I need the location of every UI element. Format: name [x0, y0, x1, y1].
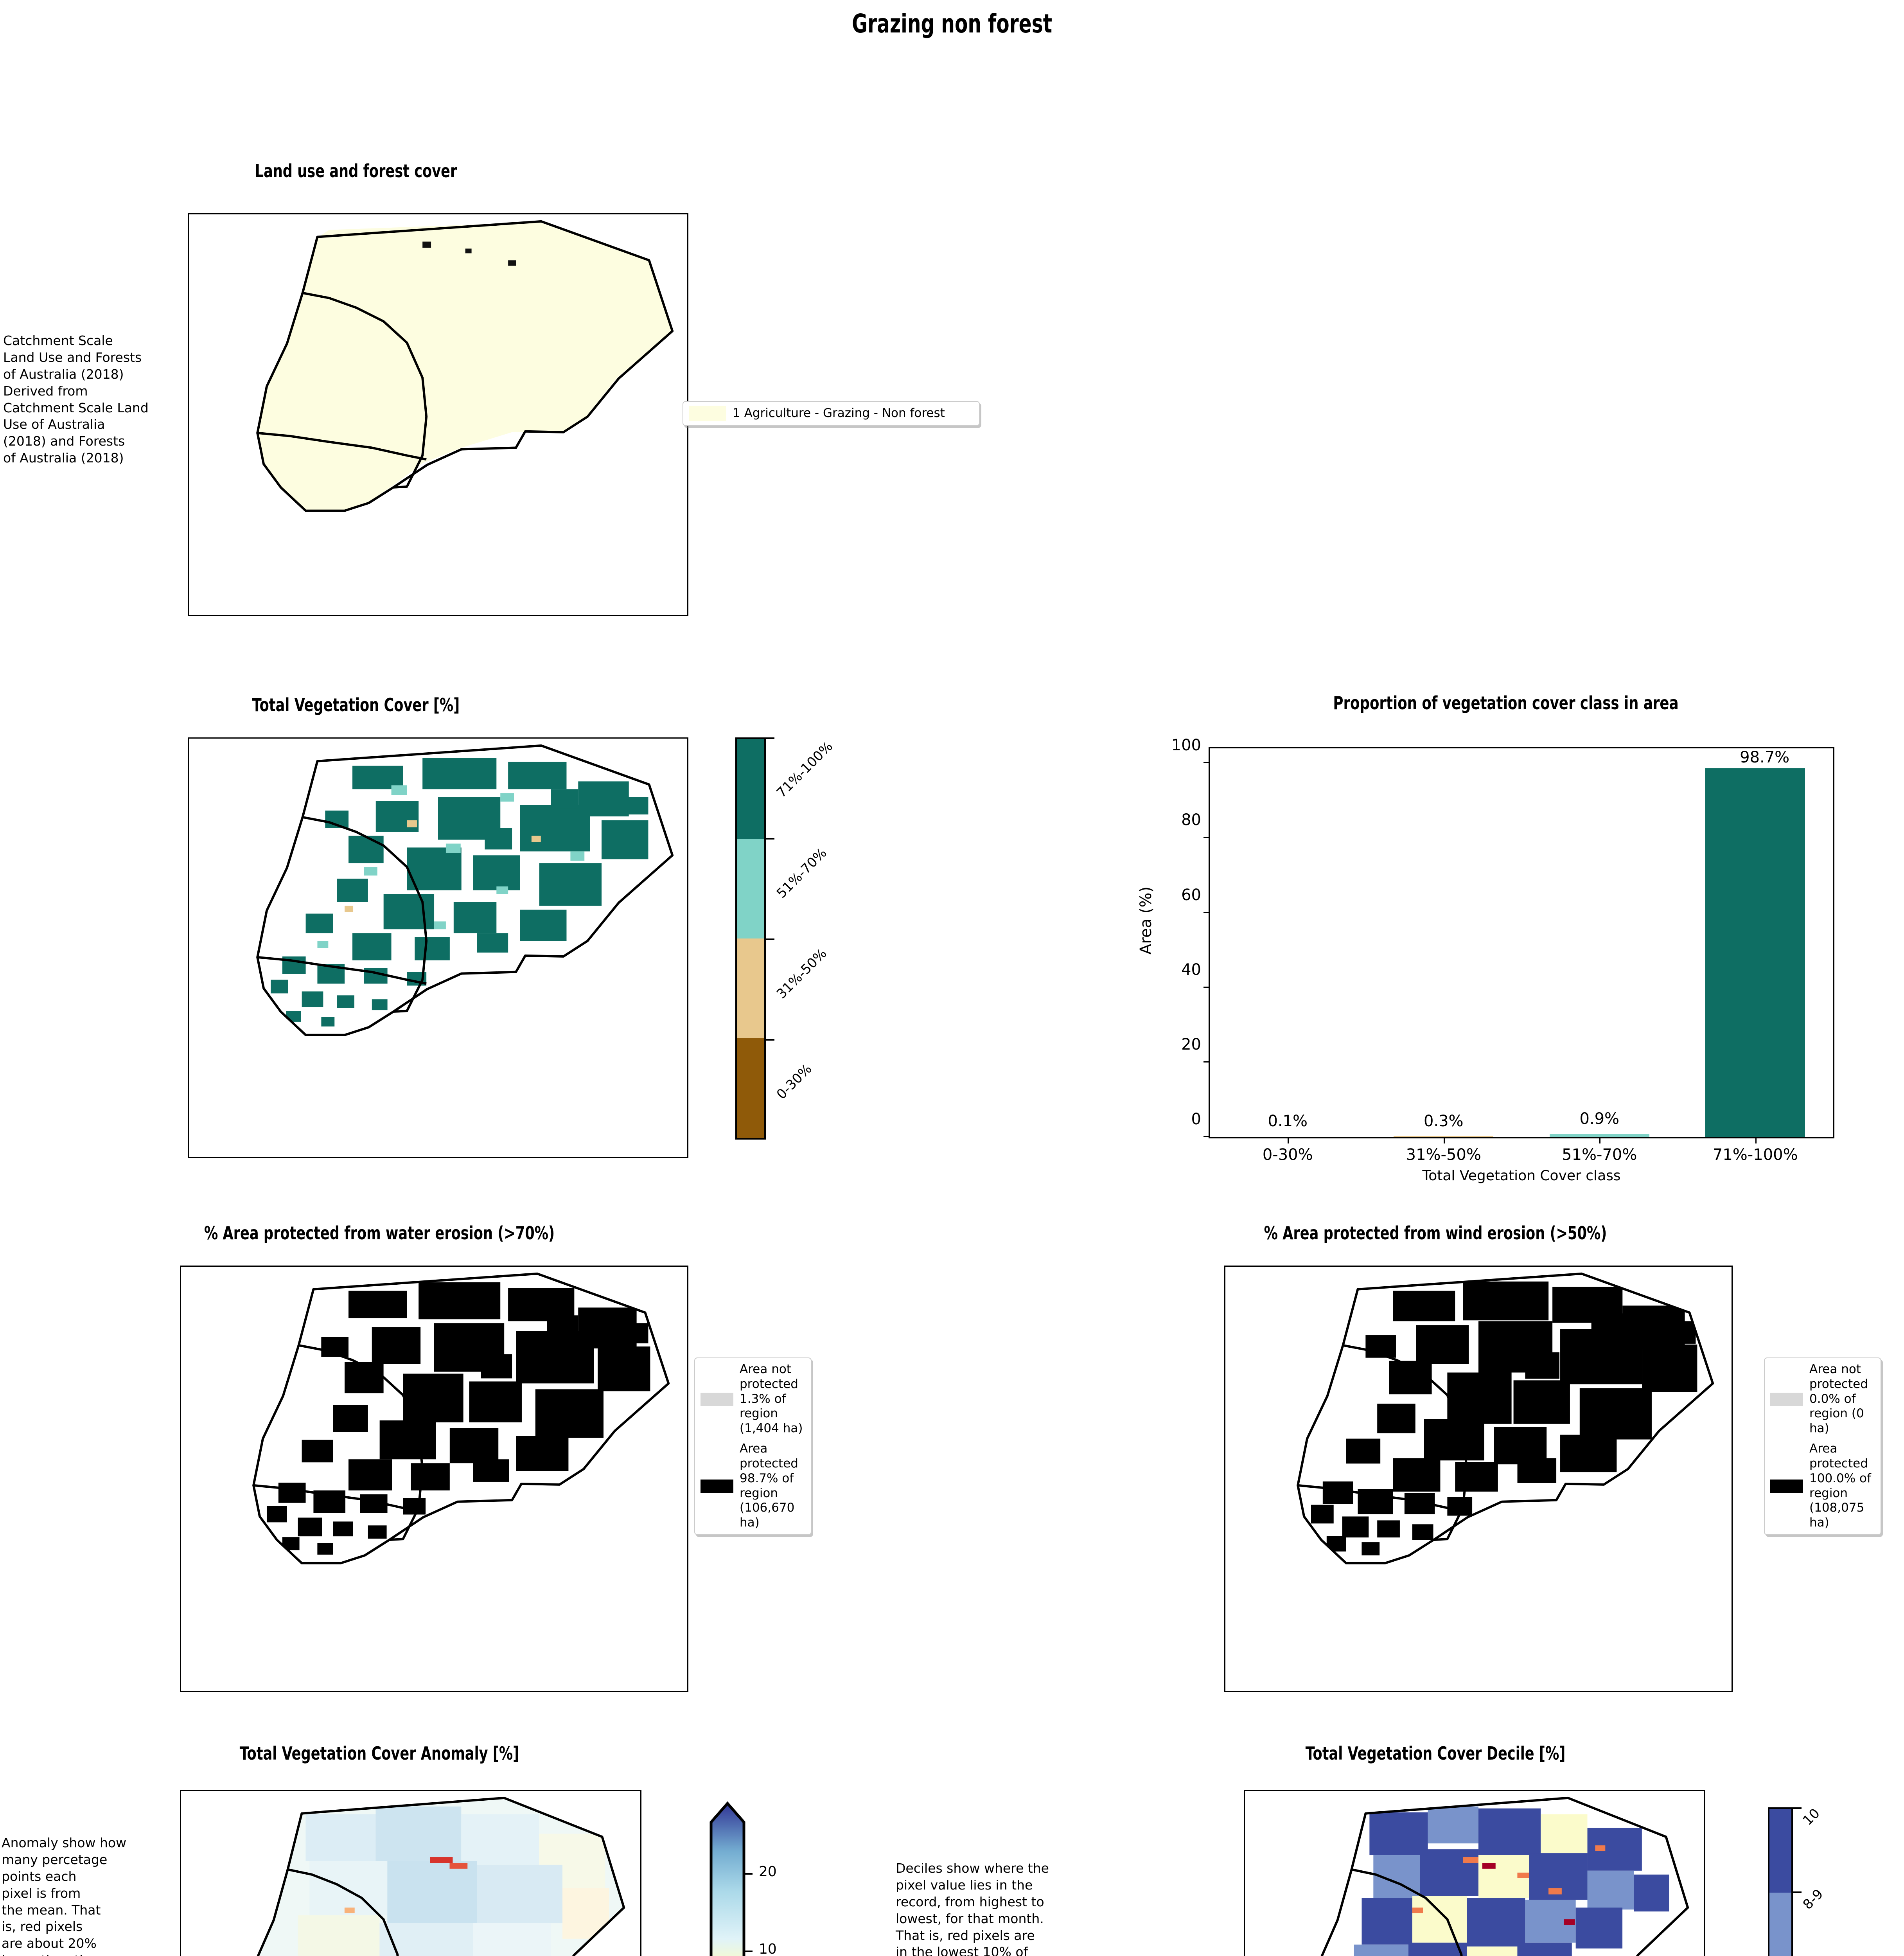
land-use-map-graphic	[256, 220, 674, 512]
cbar-label-10: 10	[1800, 1805, 1823, 1829]
legend-row: Area protected 100.0% of region (108,075…	[1770, 1442, 1875, 1530]
colorbar-strip	[735, 737, 766, 1140]
panel-title-land-use: Land use and forest cover	[255, 160, 457, 182]
cbar-seg-10	[1769, 1809, 1791, 1893]
x-tick-label: 31%-50%	[1406, 1146, 1481, 1164]
chart-y-axis-label: Area (%)	[1137, 886, 1155, 955]
map-wind-erosion-protection[interactable]	[1224, 1266, 1733, 1692]
map-land-use-forest-cover[interactable]	[188, 213, 688, 616]
legend-label-area-protected: Area protected 100.0% of region (108,075…	[1809, 1442, 1871, 1530]
chart-title: Proportion of vegetation cover class in …	[1333, 692, 1679, 714]
map-water-erosion-protection[interactable]	[180, 1266, 688, 1692]
bar-71-100[interactable]	[1705, 768, 1805, 1137]
decile-map-graphic	[1310, 1796, 1689, 1956]
y-tick-label: 80	[1181, 811, 1201, 829]
map-vegetation-cover-decile[interactable]	[1244, 1790, 1705, 1956]
cbar-label-10: 10	[759, 1941, 777, 1956]
bar-31-50[interactable]	[1394, 1136, 1494, 1137]
cbar-seg-71-100	[737, 739, 764, 839]
cbar-tick	[766, 1039, 774, 1041]
vegetation-cover-colorbar[interactable]: 71%-100% 51%-70% 31%-50% 0-30%	[735, 737, 954, 1152]
legend-label-grazing-non-forest: 1 Agriculture - Grazing - Non forest	[733, 406, 945, 421]
panel-title-water-erosion: % Area protected from water erosion (>70…	[204, 1222, 555, 1244]
x-tick-label: 0-30%	[1262, 1146, 1313, 1164]
legend-label-area-not-protected: Area not protected 1.3% of region (1,404…	[740, 1362, 803, 1436]
cbar-label-51-70: 51%-70%	[773, 845, 830, 902]
colorbar-strip	[1768, 1807, 1793, 1956]
cbar-seg-51-70	[737, 839, 764, 938]
chart-x-axis-label: Total Vegetation Cover class	[1422, 1168, 1621, 1184]
legend-swatch-area-not-protected	[1770, 1392, 1803, 1406]
legend-swatch-area-protected	[1770, 1479, 1803, 1493]
cbar-label-31-50: 31%-50%	[773, 946, 830, 1002]
wind-erosion-map-graphic	[1297, 1272, 1714, 1564]
cbar-tick	[744, 1873, 753, 1875]
wind-erosion-legend[interactable]: Area not protected 0.0% of region (0 ha)…	[1764, 1357, 1881, 1535]
y-tick-label: 40	[1181, 960, 1201, 979]
legend-row: Area not protected 1.3% of region (1,404…	[701, 1362, 805, 1436]
land-use-legend[interactable]: 1 Agriculture - Grazing - Non forest	[683, 401, 980, 426]
legend-swatch-area-protected	[701, 1479, 733, 1493]
y-tick-label: 0	[1191, 1110, 1201, 1128]
y-tick-label: 60	[1181, 886, 1201, 904]
bar-value-label-0-30: 0.1%	[1268, 1112, 1308, 1131]
legend-row: Area protected 98.7% of region (106,670 …	[701, 1442, 805, 1530]
water-erosion-legend[interactable]: Area not protected 1.3% of region (1,404…	[694, 1357, 812, 1535]
cbar-seg-8-9	[1769, 1892, 1791, 1956]
bar-value-label-31-50: 0.3%	[1423, 1112, 1464, 1131]
panel-title-wind-erosion: % Area protected from wind erosion (>50%…	[1264, 1222, 1607, 1244]
cbar-label-0-30: 0-30%	[773, 1061, 815, 1103]
decile-explanation-note: Deciles show where the pixel value lies …	[896, 1861, 1049, 1956]
panel-title-total-vegetation-cover: Total Vegetation Cover [%]	[252, 694, 460, 716]
map-vegetation-cover-anomaly[interactable]	[180, 1790, 641, 1956]
decile-colorbar[interactable]: 10 8-9 4-7 2-3 1	[1768, 1805, 1901, 1956]
cbar-tick	[1793, 1807, 1802, 1809]
bar-value-label-71-100: 98.7%	[1740, 748, 1790, 766]
x-tick-label: 51%-70%	[1562, 1146, 1637, 1164]
y-tick-label: 20	[1181, 1035, 1201, 1054]
chart-proportion-of-vegetation-cover-class[interactable]: Proportion of vegetation cover class in …	[1134, 692, 1877, 1201]
cbar-label-8-9: 8-9	[1800, 1886, 1827, 1913]
legend-row: Area not protected 0.0% of region (0 ha)	[1770, 1362, 1875, 1436]
legend-label-area-not-protected: Area not protected 0.0% of region (0 ha)	[1809, 1362, 1868, 1436]
bar-value-label-51-70: 0.9%	[1579, 1110, 1620, 1128]
chart-plot-area: 0 20 40 60 80 100 0.1% 0.3% 0.9% 98.7% 0…	[1171, 736, 1834, 1164]
water-erosion-map-graphic	[252, 1272, 670, 1564]
legend-label-area-protected: Area protected 98.7% of region (106,670 …	[740, 1442, 798, 1530]
legend-swatch-grazing-non-forest	[689, 406, 726, 421]
cbar-tick	[1793, 1891, 1802, 1893]
legend-swatch-area-not-protected	[701, 1392, 733, 1406]
map-total-vegetation-cover[interactable]	[188, 737, 688, 1158]
panel-title-anomaly: Total Vegetation Cover Anomaly [%]	[239, 1743, 519, 1764]
figure-title: Grazing non forest	[852, 9, 1052, 39]
cbar-tick	[766, 838, 774, 840]
land-use-source-note: Catchment Scale Land Use and Forests of …	[3, 333, 149, 466]
cbar-seg-0-30	[737, 1038, 764, 1138]
cbar-tick	[766, 938, 774, 940]
y-tick-label: 100	[1171, 736, 1201, 755]
anomaly-map-graphic	[246, 1796, 625, 1956]
vegetation-cover-map-graphic	[256, 744, 674, 1036]
cbar-label-20: 20	[759, 1864, 777, 1880]
cbar-tick	[766, 737, 774, 739]
panel-title-decile: Total Vegetation Cover Decile [%]	[1305, 1743, 1566, 1764]
cbar-label-71-100: 71%-100%	[773, 739, 836, 801]
bar-51-70[interactable]	[1549, 1134, 1649, 1137]
anomaly-colorbar-strip	[710, 1801, 745, 1956]
legend-row: 1 Agriculture - Grazing - Non forest	[689, 406, 974, 421]
anomaly-explanation-note: Anomaly show how many percetage points e…	[2, 1835, 127, 1956]
x-tick-label: 71%-100%	[1712, 1146, 1798, 1164]
cbar-seg-31-50	[737, 938, 764, 1038]
anomaly-colorbar[interactable]: 20 10 0 −10 −20	[704, 1800, 860, 1956]
cbar-tick	[744, 1951, 753, 1952]
